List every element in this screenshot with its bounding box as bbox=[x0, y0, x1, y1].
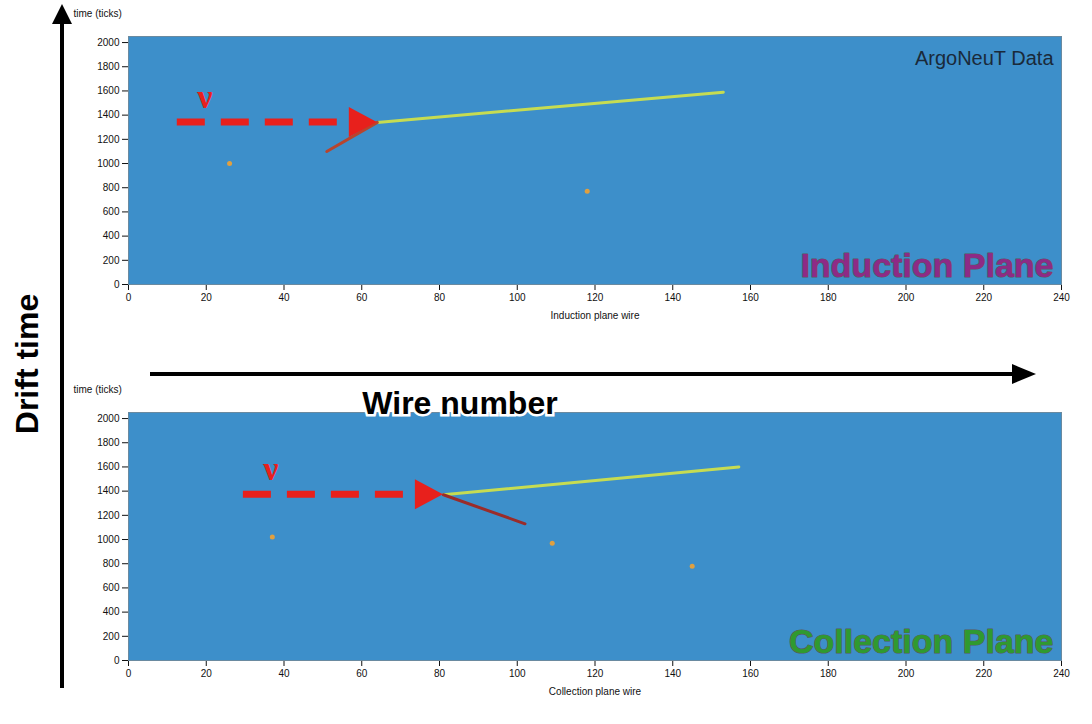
svg-text:20: 20 bbox=[201, 668, 213, 679]
svg-text:ArgoNeuT Data: ArgoNeuT Data bbox=[915, 47, 1054, 69]
svg-text:200: 200 bbox=[898, 668, 915, 679]
svg-text:0: 0 bbox=[114, 655, 120, 666]
svg-text:160: 160 bbox=[742, 292, 759, 303]
svg-text:Wire number: Wire number bbox=[362, 385, 557, 421]
svg-text:220: 220 bbox=[975, 292, 992, 303]
svg-text:100: 100 bbox=[509, 292, 526, 303]
svg-text:60: 60 bbox=[356, 668, 368, 679]
svg-text:Induction plane wire: Induction plane wire bbox=[551, 310, 640, 321]
svg-text:400: 400 bbox=[103, 606, 120, 617]
svg-text:220: 220 bbox=[975, 668, 992, 679]
svg-text:140: 140 bbox=[664, 668, 681, 679]
svg-text:100: 100 bbox=[509, 668, 526, 679]
svg-text:800: 800 bbox=[103, 182, 120, 193]
svg-text:60: 60 bbox=[356, 292, 368, 303]
svg-text:1800: 1800 bbox=[97, 437, 120, 448]
svg-text:600: 600 bbox=[103, 582, 120, 593]
svg-text:Induction Plane: Induction Plane bbox=[800, 246, 1053, 284]
svg-text:120: 120 bbox=[587, 668, 604, 679]
svg-text:Collection Plane: Collection Plane bbox=[789, 622, 1054, 660]
svg-text:180: 180 bbox=[820, 668, 837, 679]
svg-text:40: 40 bbox=[278, 292, 290, 303]
svg-text:Collection plane wire: Collection plane wire bbox=[549, 686, 642, 697]
svg-text:0: 0 bbox=[126, 292, 132, 303]
svg-text:800: 800 bbox=[103, 558, 120, 569]
svg-text:180: 180 bbox=[820, 292, 837, 303]
svg-text:time (ticks): time (ticks) bbox=[74, 384, 122, 395]
svg-text:160: 160 bbox=[742, 668, 759, 679]
svg-text:1000: 1000 bbox=[97, 158, 120, 169]
svg-text:1200: 1200 bbox=[97, 134, 120, 145]
svg-text:20: 20 bbox=[201, 292, 213, 303]
svg-text:0: 0 bbox=[114, 279, 120, 290]
svg-text:Drift time: Drift time bbox=[9, 294, 45, 434]
svg-text:2000: 2000 bbox=[97, 37, 120, 48]
svg-text:200: 200 bbox=[898, 292, 915, 303]
svg-text:1600: 1600 bbox=[97, 461, 120, 472]
svg-text:1400: 1400 bbox=[97, 485, 120, 496]
svg-text:1600: 1600 bbox=[97, 85, 120, 96]
svg-text:1000: 1000 bbox=[97, 534, 120, 545]
svg-text:40: 40 bbox=[278, 668, 290, 679]
svg-text:1400: 1400 bbox=[97, 109, 120, 120]
svg-text:140: 140 bbox=[664, 292, 681, 303]
svg-text:80: 80 bbox=[434, 668, 446, 679]
svg-text:80: 80 bbox=[434, 292, 446, 303]
svg-text:400: 400 bbox=[103, 230, 120, 241]
svg-text:2000: 2000 bbox=[97, 413, 120, 424]
svg-text:ν: ν bbox=[196, 78, 212, 115]
svg-text:0: 0 bbox=[126, 668, 132, 679]
svg-text:ν: ν bbox=[262, 450, 278, 487]
svg-text:1200: 1200 bbox=[97, 510, 120, 521]
svg-text:240: 240 bbox=[1053, 668, 1070, 679]
svg-text:120: 120 bbox=[587, 292, 604, 303]
svg-text:240: 240 bbox=[1053, 292, 1070, 303]
svg-text:time (ticks): time (ticks) bbox=[74, 8, 122, 19]
svg-text:200: 200 bbox=[103, 631, 120, 642]
svg-text:600: 600 bbox=[103, 206, 120, 217]
svg-text:200: 200 bbox=[103, 255, 120, 266]
svg-text:1800: 1800 bbox=[97, 61, 120, 72]
